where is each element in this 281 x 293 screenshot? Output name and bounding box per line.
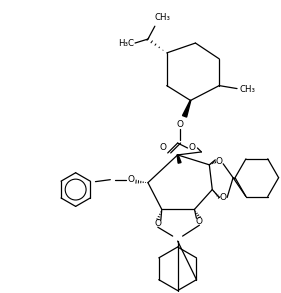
Text: O: O xyxy=(176,120,183,129)
Text: O: O xyxy=(216,157,223,166)
Text: O: O xyxy=(154,219,161,228)
Text: O: O xyxy=(128,175,135,184)
Text: H₃C: H₃C xyxy=(118,39,134,47)
Text: CH₃: CH₃ xyxy=(240,85,256,94)
Polygon shape xyxy=(177,155,181,163)
Text: O: O xyxy=(189,144,196,152)
Text: O: O xyxy=(220,193,227,202)
Text: CH₃: CH₃ xyxy=(155,13,171,22)
Text: O: O xyxy=(159,144,166,152)
Polygon shape xyxy=(183,100,191,117)
Text: O: O xyxy=(196,217,203,226)
